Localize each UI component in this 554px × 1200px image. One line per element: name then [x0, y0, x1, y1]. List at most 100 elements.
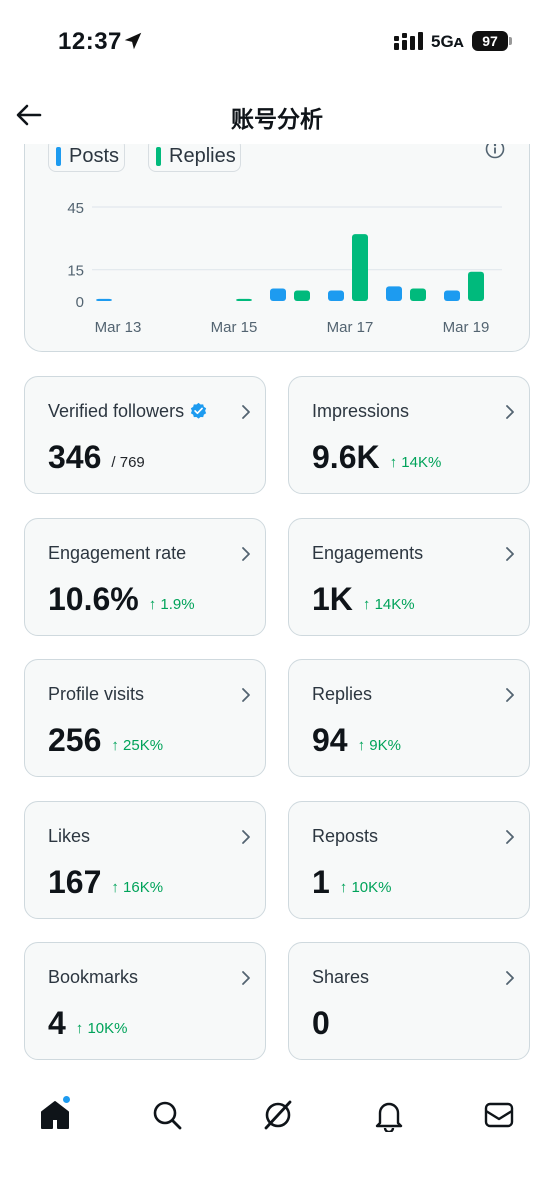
metric-card-replies[interactable]: Replies 94 ↑ 9K% — [288, 659, 530, 777]
chevron-right-icon — [506, 971, 514, 985]
posts-bar[interactable] — [96, 298, 112, 301]
metric-label: Engagements — [312, 543, 423, 564]
home-icon[interactable] — [38, 1098, 72, 1132]
chevron-right-icon — [242, 971, 250, 985]
y-tick-label: 0 — [76, 294, 84, 311]
metric-card-engagements[interactable]: Engagements 1K ↑ 14K% — [288, 517, 530, 636]
legend-replies-label: Replies — [169, 145, 236, 167]
metric-label-text: Replies — [312, 684, 373, 704]
metric-delta: ↑ 14K% — [362, 595, 415, 613]
chevron-right-icon — [242, 405, 250, 419]
metric-value: 256 — [48, 722, 102, 758]
chevron-right-icon — [242, 546, 250, 561]
page-title: 账号分析 — [231, 107, 323, 133]
posts-bar[interactable] — [386, 286, 402, 301]
metric-card-bookmarks[interactable]: Bookmarks 4 ↑ 10K% — [24, 942, 266, 1060]
replies-bar[interactable] — [352, 234, 368, 301]
posts-bar[interactable] — [328, 290, 344, 301]
metric-value: 10.6% — [48, 580, 139, 617]
metric-label-text: Likes — [48, 825, 91, 846]
x-tick-label: Mar 19 — [443, 319, 490, 336]
legend-replies-swatch — [156, 147, 161, 166]
replies-bar[interactable] — [468, 271, 484, 301]
metric-value: 9.6K — [312, 439, 380, 475]
metric-value: 1 — [312, 863, 330, 900]
chevron-right-icon — [242, 829, 250, 844]
metric-label-text: Bookmarks — [48, 967, 139, 987]
metric-label-text: Impressions — [312, 401, 410, 421]
metric-delta: ↑ 9K% — [357, 737, 401, 754]
metric-label: Profile visits — [48, 684, 144, 705]
posts-bar[interactable] — [444, 290, 460, 301]
metric-label-text: Verified followers — [48, 401, 185, 421]
metric-card-engagement-rate[interactable]: Engagement rate 10.6% ↑ 1.9% — [24, 517, 266, 636]
metric-value: 4 — [48, 1005, 66, 1041]
metric-card-reposts[interactable]: Reposts 1 ↑ 10K% — [288, 800, 530, 919]
metric-label: Verified followers — [48, 401, 207, 422]
replies-bar[interactable] — [410, 288, 426, 301]
home-indicator-area — [0, 1160, 554, 1200]
replies-bar[interactable] — [236, 298, 252, 301]
back-arrow-icon — [16, 104, 42, 126]
back-button[interactable] — [14, 100, 44, 130]
metric-card-shares[interactable]: Shares 0 — [288, 942, 530, 1060]
metric-label: Bookmarks — [48, 967, 138, 988]
metric-label: Shares — [312, 967, 369, 988]
messages-icon[interactable] — [482, 1098, 516, 1132]
x-tick-label: Mar 17 — [327, 319, 374, 336]
battery-tip — [509, 37, 512, 45]
metric-delta: ↑ 10K% — [339, 878, 392, 896]
metric-label: Replies — [312, 684, 372, 705]
network-type: 5Gᴀ — [431, 32, 464, 51]
metric-value: 1K — [312, 580, 353, 617]
verified-badge-icon — [190, 402, 207, 419]
location-arrow-icon — [124, 32, 142, 50]
metric-label: Engagement rate — [48, 543, 186, 564]
bar-chart: 0 15 45 Mar 13 Mar 15 Mar 17 Mar 19 — [67, 200, 502, 336]
metric-value: 167 — [48, 863, 102, 900]
tab-bar — [0, 1080, 554, 1160]
home-notification-dot — [62, 1095, 71, 1104]
metric-label-text: Profile visits — [48, 684, 145, 704]
x-tick-label: Mar 15 — [211, 319, 258, 336]
metric-label-text: Reposts — [312, 825, 379, 846]
metric-card-impressions[interactable]: Impressions 9.6K ↑ 14K% — [288, 376, 530, 494]
metric-delta: ↑ 14K% — [389, 454, 442, 471]
metric-label-text: Engagements — [312, 542, 424, 563]
metric-card-likes[interactable]: Likes 167 ↑ 16K% — [24, 800, 266, 919]
metric-card-verified-followers[interactable]: Verified followers 346 / 769 — [24, 376, 266, 494]
replies-bar[interactable] — [294, 290, 310, 301]
chevron-right-icon — [506, 688, 514, 702]
chevron-right-icon — [242, 688, 250, 702]
y-tick-label: 15 — [67, 263, 84, 280]
metric-delta: ↑ 1.9% — [148, 595, 195, 613]
grok-icon[interactable] — [261, 1098, 295, 1132]
x-tick-label: Mar 13 — [95, 319, 142, 336]
status-bar: 12:37 5Gᴀ 97 — [0, 0, 554, 80]
metric-delta: ↑ 16K% — [111, 878, 164, 896]
metric-label: Impressions — [312, 401, 409, 422]
metric-delta: ↑ 25K% — [111, 737, 164, 754]
metric-card-profile-visits[interactable]: Profile visits 256 ↑ 25K% — [24, 659, 266, 777]
y-tick-label: 45 — [67, 200, 84, 217]
metric-delta: ↑ 10K% — [75, 1020, 128, 1037]
metric-label-text: Engagement rate — [48, 542, 187, 563]
legend-posts-swatch — [56, 147, 61, 166]
chevron-right-icon — [506, 405, 514, 419]
metric-label: Likes — [48, 826, 90, 847]
metric-label-text: Shares — [312, 967, 370, 987]
status-time: 12:37 — [58, 28, 122, 55]
search-icon[interactable] — [150, 1098, 184, 1132]
chevron-right-icon — [506, 829, 514, 844]
battery-indicator: 97 — [472, 31, 508, 51]
metric-value: 94 — [312, 722, 348, 758]
metric-label: Reposts — [312, 826, 378, 847]
legend-posts-label: Posts — [69, 145, 120, 167]
cellular-signal-icon — [394, 32, 423, 50]
chevron-right-icon — [506, 546, 514, 561]
notifications-icon[interactable] — [372, 1098, 406, 1132]
nav-header-background — [0, 80, 554, 144]
posts-bar[interactable] — [270, 288, 286, 301]
metric-value: 0 — [312, 1005, 330, 1041]
metric-value: 346 — [48, 439, 102, 475]
